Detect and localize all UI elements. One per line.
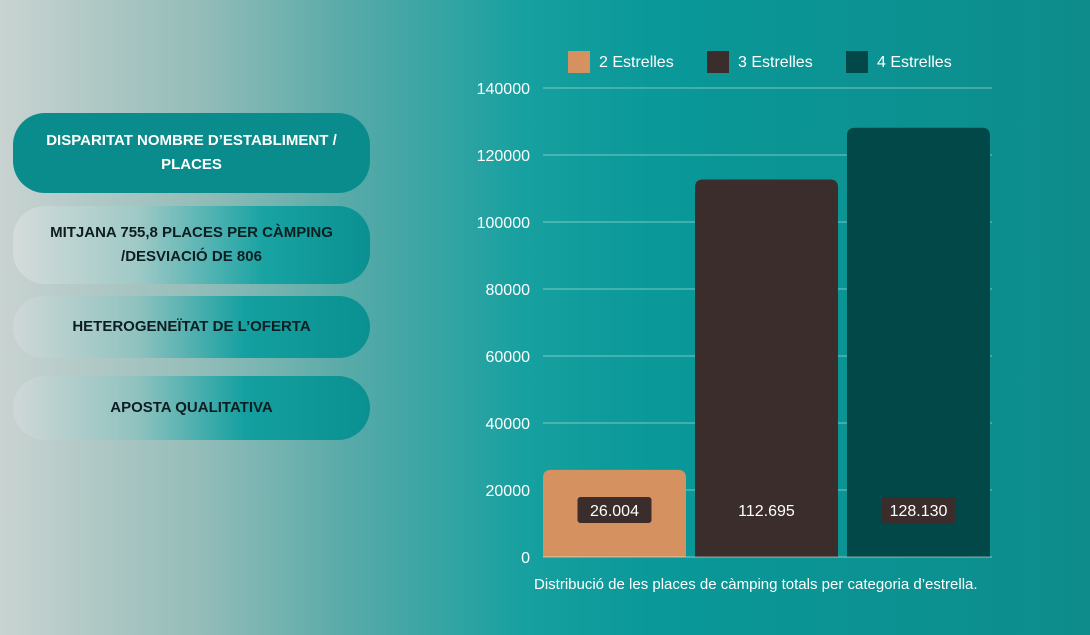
data-label-box [577, 497, 652, 523]
summary-pill-label: HETEROGENEÏTAT DE L’OFERTA [72, 318, 311, 335]
summary-pill-quality: APOSTA QUALITATIVA [13, 376, 370, 440]
summary-pill-label: MITJANA 755,8 PLACES PER CÀMPING /DESVIA… [50, 224, 333, 265]
legend-swatch [707, 51, 729, 73]
summary-pill-label: DISPARITAT NOMBRE D’ESTABLIMENT / PLACES [46, 132, 337, 173]
data-label-box [729, 497, 804, 523]
summary-pill-average: MITJANA 755,8 PLACES PER CÀMPING /DESVIA… [13, 206, 370, 284]
summary-pill-label: APOSTA QUALITATIVA [110, 399, 273, 416]
y-tick-label: 100000 [477, 215, 530, 232]
legend-swatch [568, 51, 590, 73]
data-label-box [881, 497, 956, 523]
legend-label: 4 Estrelles [877, 54, 952, 71]
legend-label: 2 Estrelles [599, 54, 674, 71]
y-tick-label: 60000 [486, 349, 531, 366]
summary-pill-disparity: DISPARITAT NOMBRE D’ESTABLIMENT / PLACES [13, 113, 370, 193]
bar [847, 127, 990, 558]
bar [695, 179, 838, 558]
chart-caption: Distribució de les places de càmping tot… [534, 576, 978, 593]
y-tick-label: 120000 [477, 148, 530, 165]
legend-swatch [846, 51, 868, 73]
data-label: 26.004 [590, 503, 639, 520]
y-tick-label: 20000 [486, 483, 531, 500]
summary-pill-heterogeneity: HETEROGENEÏTAT DE L’OFERTA [13, 296, 370, 358]
y-tick-label: 80000 [486, 282, 531, 299]
legend-label: 3 Estrelles [738, 54, 813, 71]
data-label: 128.130 [890, 503, 948, 520]
y-tick-label: 0 [521, 550, 530, 567]
y-tick-label: 140000 [477, 81, 530, 98]
y-tick-label: 40000 [486, 416, 531, 433]
data-label: 112.695 [738, 503, 795, 520]
